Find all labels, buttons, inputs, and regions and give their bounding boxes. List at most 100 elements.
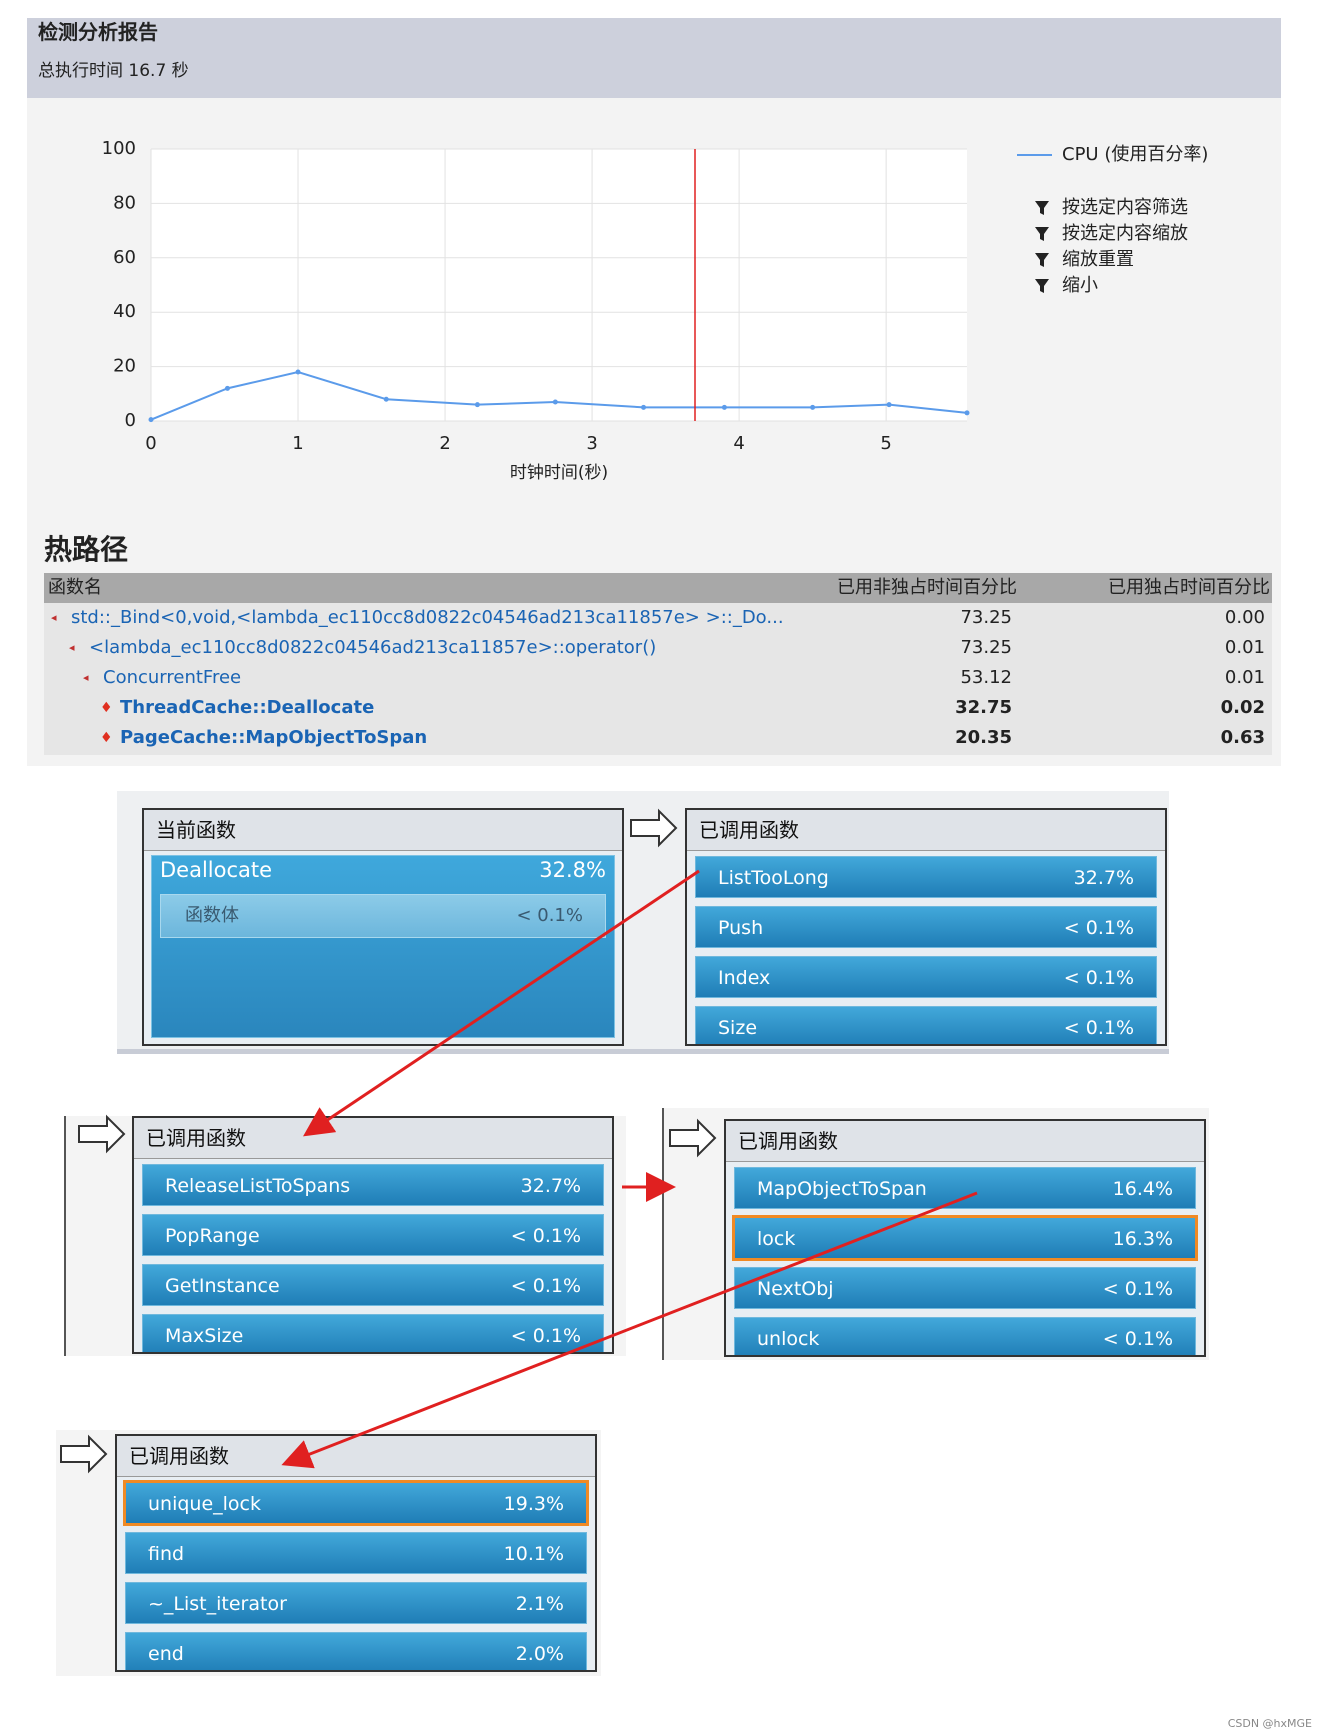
point (383, 396, 389, 402)
menu-item: 按选定内容缩放 (1062, 223, 1188, 244)
call-name: ~_List_iterator (148, 1593, 287, 1615)
call-item[interactable]: NextObj < 0.1% (734, 1267, 1196, 1309)
function-name: std::_Bind<0,void,<lambda_ec110cc8d0822c… (71, 607, 784, 628)
call-value: < 0.1% (510, 1225, 581, 1247)
called-panel: 已调用函数 unique_lock 19.3% find 10.1% ~_List_ite… (115, 1434, 597, 1672)
panel-title: 已调用函数 (687, 810, 1165, 851)
table-row[interactable]: ♦ PageCache::MapObjectToSpan 20.35 0.63 (44, 723, 1272, 753)
function-name: PageCache::MapObjectToSpan (120, 727, 428, 748)
panel-body: Deallocate 32.8% 函数体 < 0.1% (144, 851, 622, 1044)
filter-icon (1035, 201, 1049, 215)
call-name: PopRange (165, 1225, 260, 1247)
x-tick-label: 0 (145, 433, 156, 454)
call-item[interactable]: find 10.1% (125, 1532, 587, 1574)
panel-title: 已调用函数 (134, 1118, 612, 1159)
call-name: Size (718, 1017, 758, 1039)
hot-icon: ♦ (100, 730, 113, 746)
call-item[interactable]: lock 16.3% (732, 1215, 1198, 1261)
inclusive-percent: 20.35 (955, 727, 1012, 748)
call-item[interactable]: Push < 0.1% (695, 906, 1157, 948)
tree-icon: ◂ (83, 671, 89, 684)
tree-icon: ◂ (69, 641, 75, 654)
call-item[interactable]: ReleaseListToSpans 32.7% (142, 1164, 604, 1206)
call-item[interactable]: GetInstance < 0.1% (142, 1264, 604, 1306)
menu-item: 缩小 (1062, 275, 1098, 296)
call-item[interactable]: MapObjectToSpan 16.4% (734, 1167, 1196, 1209)
inclusive-percent: 73.25 (960, 637, 1012, 658)
table-row[interactable]: ◂ ConcurrentFree 53.12 0.01 (44, 663, 1272, 693)
exclusive-percent: 0.01 (1224, 637, 1265, 658)
call-name: ListTooLong (718, 867, 829, 889)
x-tick-label: 3 (586, 433, 597, 454)
inclusive-percent: 73.25 (960, 607, 1012, 628)
column-header: 函数名 (48, 577, 102, 598)
current-name: Deallocate (160, 858, 273, 882)
call-item[interactable]: ~_List_iterator 2.1% (125, 1582, 587, 1624)
call-name: unlock (757, 1328, 820, 1350)
report-header (27, 18, 1281, 98)
call-item[interactable]: unique_lock 19.3% (123, 1480, 589, 1526)
call-name: end (148, 1643, 184, 1665)
point (474, 402, 480, 408)
sub-name: 函数体 (185, 905, 239, 926)
y-tick-label: 100 (102, 138, 136, 159)
call-item[interactable]: ListTooLong 32.7% (695, 856, 1157, 898)
legend-label: CPU (使用百分率) (1062, 144, 1208, 165)
call-value: 19.3% (503, 1493, 564, 1515)
report-subtitle: 总执行时间 16.7 秒 (38, 61, 189, 81)
y-tick-label: 80 (113, 192, 136, 213)
point (641, 404, 647, 410)
table-header (44, 573, 1272, 603)
call-value: < 0.1% (510, 1275, 581, 1297)
filter-icon (1035, 253, 1049, 267)
call-value: 16.3% (1112, 1228, 1173, 1250)
sub-block[interactable]: 函数体 < 0.1% (160, 894, 606, 938)
call-name: NextObj (757, 1278, 834, 1300)
table-row[interactable]: ♦ ThreadCache::Deallocate 32.75 0.02 (44, 693, 1272, 723)
point (295, 369, 301, 375)
point (964, 410, 970, 416)
x-axis-label: 时钟时间(秒) (510, 463, 608, 483)
table-body (44, 603, 1272, 755)
call-value: < 0.1% (1102, 1328, 1173, 1350)
call-item[interactable]: MaxSize < 0.1% (142, 1314, 604, 1352)
y-tick-label: 40 (113, 301, 136, 322)
called-panel: 已调用函数 ReleaseListToSpans 32.7% PopRange < 0.… (132, 1116, 614, 1354)
menu-item: 按选定内容筛选 (1062, 197, 1188, 218)
call-value: 16.4% (1112, 1178, 1173, 1200)
x-tick-label: 5 (880, 433, 891, 454)
watermark: CSDN @hxMGE (1227, 1717, 1312, 1730)
panel-body: ReleaseListToSpans 32.7% PopRange < 0.1% Get… (134, 1159, 612, 1352)
x-tick-label: 4 (733, 433, 744, 454)
call-name: ReleaseListToSpans (165, 1175, 351, 1197)
point (810, 404, 816, 410)
call-name: lock (757, 1228, 796, 1250)
call-item[interactable]: PopRange < 0.1% (142, 1214, 604, 1256)
call-name: unique_lock (148, 1493, 262, 1515)
hot-path-title: 热路径 (44, 533, 129, 566)
panel-body: unique_lock 19.3% find 10.1% ~_List_iterator… (117, 1477, 595, 1670)
panel-title: 已调用函数 (117, 1436, 595, 1477)
call-item[interactable]: Index < 0.1% (695, 956, 1157, 998)
point (886, 402, 892, 408)
call-item[interactable]: unlock < 0.1% (734, 1317, 1196, 1355)
call-value: 10.1% (503, 1543, 564, 1565)
call-value: < 0.1% (510, 1325, 581, 1347)
called-panel: 已调用函数 MapObjectToSpan 16.4% lock 16.3% NextOb… (724, 1119, 1206, 1357)
exclusive-percent: 0.63 (1220, 727, 1265, 748)
point (721, 404, 727, 410)
exclusive-percent: 0.02 (1220, 697, 1265, 718)
call-value: 2.0% (515, 1643, 564, 1665)
call-name: MaxSize (165, 1325, 244, 1347)
call-name: Index (718, 967, 771, 989)
call-item[interactable]: Size < 0.1% (695, 1006, 1157, 1044)
called-panel: 已调用函数 ListTooLong 32.7% Push < 0.1% Index < 0.… (685, 808, 1167, 1046)
call-name: GetInstance (165, 1275, 280, 1297)
inclusive-percent: 53.12 (960, 667, 1012, 688)
call-name: Push (718, 917, 764, 939)
call-item[interactable]: end 2.0% (125, 1632, 587, 1670)
table-row[interactable]: ◂ std::_Bind<0,void,<lambda_ec110cc8d0822… (44, 603, 1272, 633)
panel-body: ListTooLong 32.7% Push < 0.1% Index < 0.1% Siz… (687, 851, 1165, 1044)
current-block[interactable]: Deallocate 32.8% 函数体 < 0.1% (151, 855, 615, 1038)
table-row[interactable]: ◂ <lambda_ec110cc8d0822c04546ad213ca11857… (44, 633, 1272, 663)
